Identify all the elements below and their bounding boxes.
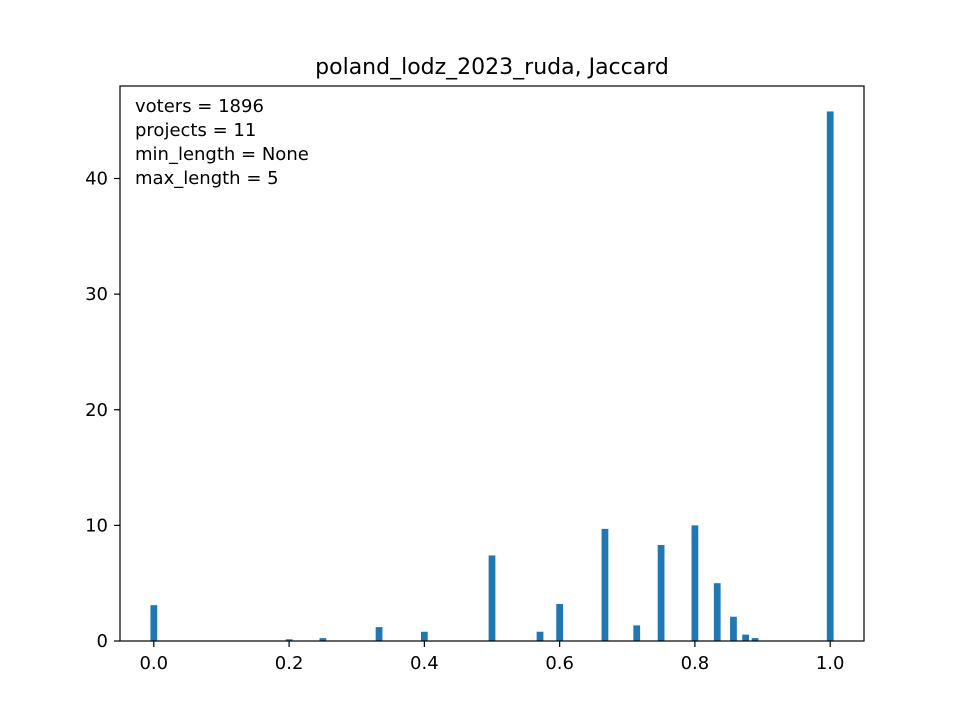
annotation-projects: projects = 11	[135, 120, 256, 141]
bar	[691, 525, 699, 641]
y-tick-label: 40	[85, 169, 108, 190]
bar	[751, 638, 759, 641]
bar	[657, 545, 665, 641]
bars-group	[150, 111, 834, 641]
x-tick-label: 0.2	[275, 653, 304, 674]
bar	[375, 627, 383, 641]
bar	[826, 111, 834, 641]
bar	[420, 631, 428, 641]
bar	[742, 634, 750, 641]
y-tick-label: 10	[85, 515, 108, 536]
bar	[319, 638, 327, 641]
x-axis: 0.0 0.2 0.4 0.6 0.8 1.0	[139, 641, 845, 674]
bar	[556, 604, 564, 641]
annotation-voters: voters = 1896	[135, 96, 264, 117]
y-tick-label: 20	[85, 400, 108, 421]
annotation-max-length: max_length = 5	[135, 168, 279, 189]
plot-frame	[119, 85, 865, 642]
y-tick-label: 0	[97, 631, 108, 652]
x-tick-label: 0.8	[681, 653, 710, 674]
bar	[536, 631, 544, 641]
x-tick-label: 0.4	[410, 653, 439, 674]
bar	[730, 616, 737, 641]
y-tick-label: 30	[85, 284, 108, 305]
bar	[633, 625, 641, 641]
bar	[150, 605, 158, 641]
bar	[488, 555, 496, 641]
bar	[285, 639, 293, 641]
x-tick-label: 1.0	[816, 653, 845, 674]
x-tick-label: 0.0	[139, 653, 168, 674]
y-axis: 0 10 20 30 40	[85, 169, 120, 652]
bar	[601, 528, 609, 641]
x-tick-label: 0.6	[545, 653, 574, 674]
annotation-min-length: min_length = None	[135, 144, 309, 165]
stats-annotation: voters = 1896 projects = 11 min_length =…	[135, 96, 309, 189]
chart-title: poland_lodz_2023_ruda, Jaccard	[315, 55, 669, 80]
bar	[713, 583, 721, 641]
